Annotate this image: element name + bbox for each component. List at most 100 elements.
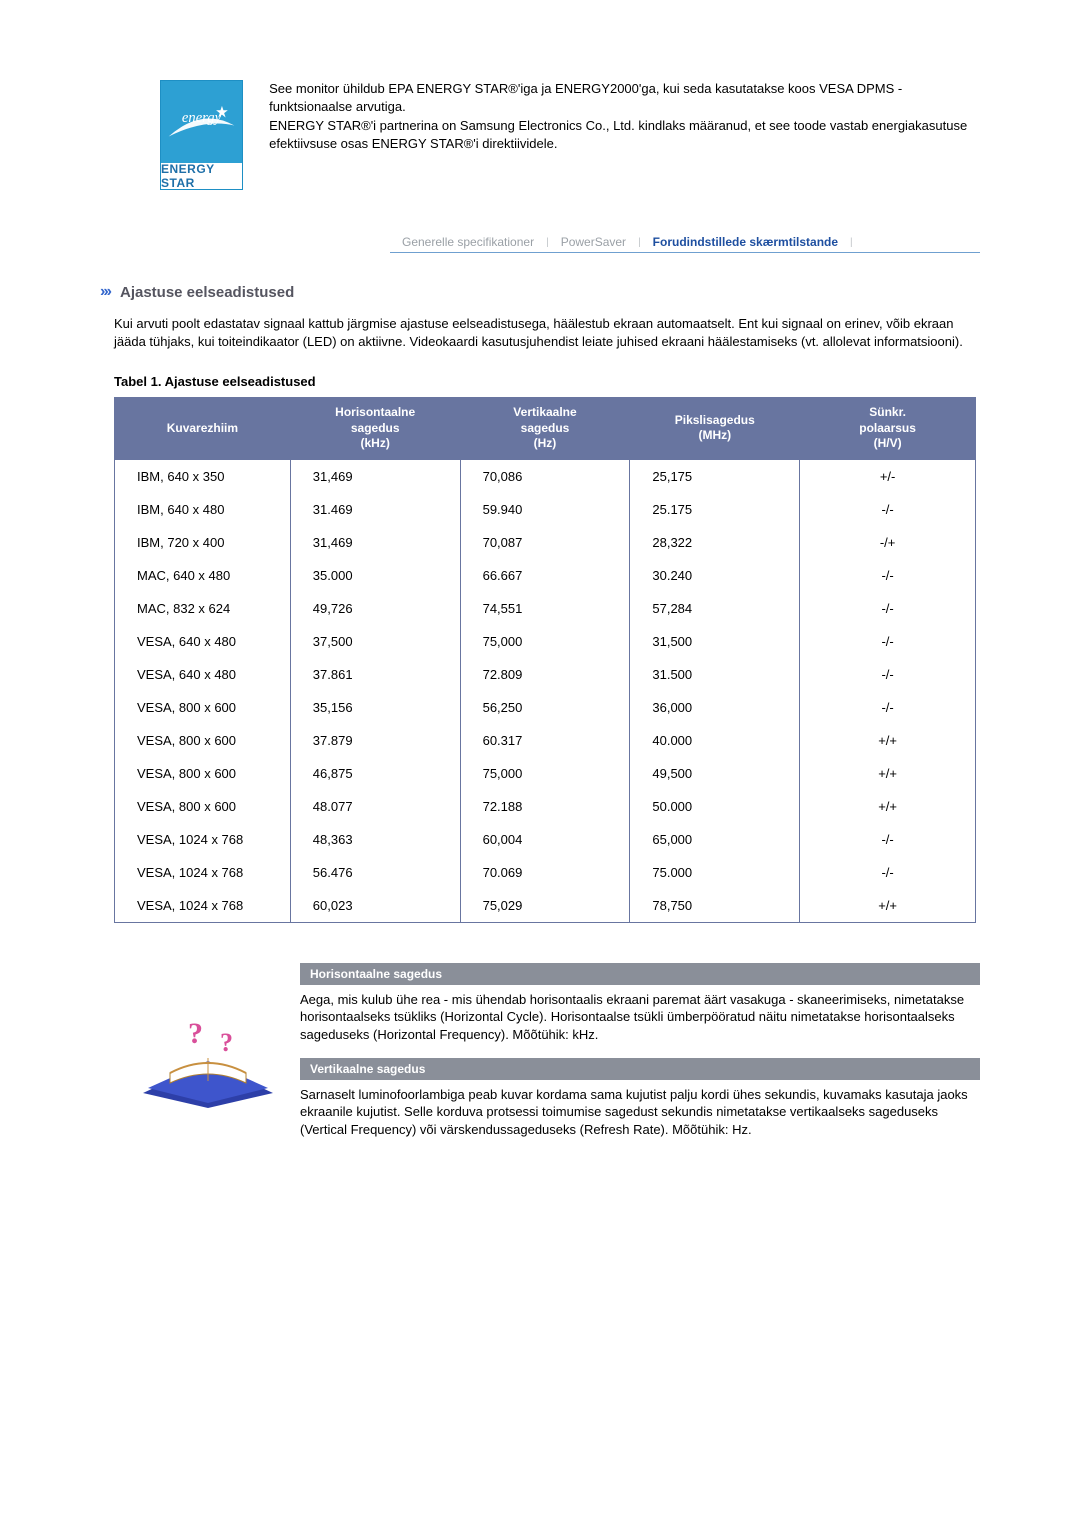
table-cell: 31,469 bbox=[290, 460, 460, 493]
table-row: IBM, 640 x 35031,46970,08625,175+/- bbox=[115, 460, 976, 493]
energy-star-swoosh-icon: energy bbox=[165, 85, 238, 159]
table-cell: 72.188 bbox=[460, 790, 630, 823]
table-cell: -/- bbox=[800, 559, 976, 592]
definition-body-horizontal: Aega, mis kulub ühe rea - mis ühendab ho… bbox=[300, 991, 980, 1044]
table-cell: VESA, 640 x 480 bbox=[115, 625, 291, 658]
table-cell: 75,000 bbox=[460, 625, 630, 658]
table-cell: 70,086 bbox=[460, 460, 630, 493]
table-cell: -/- bbox=[800, 658, 976, 691]
table-row: VESA, 1024 x 76856.47670.06975.000-/- bbox=[115, 856, 976, 889]
book-question-icon: ? ? bbox=[138, 1003, 278, 1113]
table-cell: 28,322 bbox=[630, 526, 800, 559]
timing-preset-table: Kuvarezhiim Horisontaalnesagedus(kHz) Ve… bbox=[114, 397, 976, 923]
tab-powersaver[interactable]: PowerSaver bbox=[549, 232, 638, 252]
table-cell: VESA, 1024 x 768 bbox=[115, 856, 291, 889]
table-header-row: Kuvarezhiim Horisontaalnesagedus(kHz) Ve… bbox=[115, 397, 976, 460]
intro-para-1: See monitor ühildub EPA ENERGY STAR®'iga… bbox=[269, 80, 980, 115]
table-cell: 74,551 bbox=[460, 592, 630, 625]
svg-text:energy: energy bbox=[182, 110, 222, 126]
table-cell: +/+ bbox=[800, 790, 976, 823]
energy-star-logo: energy ENERGY STAR bbox=[160, 80, 243, 190]
table-cell: 31.469 bbox=[290, 493, 460, 526]
table-cell: -/- bbox=[800, 592, 976, 625]
table-cell: +/+ bbox=[800, 889, 976, 923]
table-row: VESA, 800 x 60037.87960.31740.000+/+ bbox=[115, 724, 976, 757]
table-row: MAC, 640 x 48035.00066.66730.240-/- bbox=[115, 559, 976, 592]
tab-general-spec[interactable]: Generelle specifikationer bbox=[390, 232, 546, 252]
table-cell: 48.077 bbox=[290, 790, 460, 823]
table-cell: IBM, 720 x 400 bbox=[115, 526, 291, 559]
table-cell: 48,363 bbox=[290, 823, 460, 856]
table-cell: 60.317 bbox=[460, 724, 630, 757]
table-cell: VESA, 800 x 600 bbox=[115, 724, 291, 757]
intro-para-2: ENERGY STAR®'i partnerina on Samsung Ele… bbox=[269, 117, 980, 152]
table-cell: -/- bbox=[800, 493, 976, 526]
table-cell: 31,469 bbox=[290, 526, 460, 559]
table-cell: 25.175 bbox=[630, 493, 800, 526]
table-cell: 25,175 bbox=[630, 460, 800, 493]
tab-separator: | bbox=[850, 237, 853, 252]
definitions-block: ? ? Horisontaalne sagedus Aega, mis kulu… bbox=[138, 963, 980, 1152]
table-cell: 56.476 bbox=[290, 856, 460, 889]
table-cell: 36,000 bbox=[630, 691, 800, 724]
svg-text:?: ? bbox=[220, 1028, 233, 1057]
table-cell: 78,750 bbox=[630, 889, 800, 923]
table-cell: VESA, 800 x 600 bbox=[115, 757, 291, 790]
table-cell: 65,000 bbox=[630, 823, 800, 856]
table-cell: 75,029 bbox=[460, 889, 630, 923]
table-cell: -/- bbox=[800, 856, 976, 889]
table-row: VESA, 1024 x 76848,36360,00465,000-/- bbox=[115, 823, 976, 856]
table-cell: 37,500 bbox=[290, 625, 460, 658]
table-cell: 40.000 bbox=[630, 724, 800, 757]
table-row: VESA, 800 x 60035,15656,25036,000-/- bbox=[115, 691, 976, 724]
col-horizontal-freq: Horisontaalnesagedus(kHz) bbox=[290, 397, 460, 460]
section-title: Ajastuse eelseadistused bbox=[120, 284, 294, 301]
table-cell: 66.667 bbox=[460, 559, 630, 592]
table-cell: 75.000 bbox=[630, 856, 800, 889]
section-description: Kui arvuti poolt edastatav signaal kattu… bbox=[114, 315, 980, 350]
table-row: VESA, 640 x 48037,50075,00031,500-/- bbox=[115, 625, 976, 658]
table-cell: MAC, 640 x 480 bbox=[115, 559, 291, 592]
table-cell: VESA, 800 x 600 bbox=[115, 691, 291, 724]
table-cell: 30.240 bbox=[630, 559, 800, 592]
energy-star-label: ENERGY STAR bbox=[161, 163, 242, 189]
table-cell: MAC, 832 x 624 bbox=[115, 592, 291, 625]
table-cell: 70,087 bbox=[460, 526, 630, 559]
tab-nav: Generelle specifikationer | PowerSaver |… bbox=[390, 230, 980, 253]
table-cell: VESA, 800 x 600 bbox=[115, 790, 291, 823]
table-cell: 56,250 bbox=[460, 691, 630, 724]
table-cell: +/+ bbox=[800, 757, 976, 790]
table-cell: IBM, 640 x 350 bbox=[115, 460, 291, 493]
chevron-icon: ››› bbox=[100, 283, 110, 301]
table-cell: 49,726 bbox=[290, 592, 460, 625]
table-cell: 46,875 bbox=[290, 757, 460, 790]
table-cell: 70.069 bbox=[460, 856, 630, 889]
table-cell: 31,500 bbox=[630, 625, 800, 658]
table-row: IBM, 720 x 40031,46970,08728,322-/+ bbox=[115, 526, 976, 559]
table-cell: VESA, 1024 x 768 bbox=[115, 823, 291, 856]
table-row: VESA, 800 x 60048.07772.18850.000+/+ bbox=[115, 790, 976, 823]
table-cell: 49,500 bbox=[630, 757, 800, 790]
table-caption: Tabel 1. Ajastuse eelseadistused bbox=[114, 374, 980, 389]
table-cell: IBM, 640 x 480 bbox=[115, 493, 291, 526]
table-cell: -/- bbox=[800, 691, 976, 724]
table-cell: -/+ bbox=[800, 526, 976, 559]
table-cell: VESA, 640 x 480 bbox=[115, 658, 291, 691]
table-row: MAC, 832 x 62449,72674,55157,284-/- bbox=[115, 592, 976, 625]
svg-text:?: ? bbox=[188, 1017, 203, 1050]
definition-header-vertical: Vertikaalne sagedus bbox=[300, 1058, 980, 1080]
definition-header-horizontal: Horisontaalne sagedus bbox=[300, 963, 980, 985]
table-cell: 37.861 bbox=[290, 658, 460, 691]
table-cell: 75,000 bbox=[460, 757, 630, 790]
table-cell: 37.879 bbox=[290, 724, 460, 757]
table-cell: -/- bbox=[800, 823, 976, 856]
col-sync-polarity: Sünkr.polaarsus(H/V) bbox=[800, 397, 976, 460]
tab-preset-modes[interactable]: Forudindstillede skærmtilstande bbox=[641, 232, 850, 252]
definition-body-vertical: Sarnaselt luminofoorlambiga peab kuvar k… bbox=[300, 1086, 980, 1139]
table-row: VESA, 1024 x 76860,02375,02978,750+/+ bbox=[115, 889, 976, 923]
table-cell: 35,156 bbox=[290, 691, 460, 724]
table-cell: VESA, 1024 x 768 bbox=[115, 889, 291, 923]
col-display-mode: Kuvarezhiim bbox=[115, 397, 291, 460]
col-pixel-clock: Pikslisagedus(MHz) bbox=[630, 397, 800, 460]
intro-block: energy ENERGY STAR See monitor ühildub E… bbox=[160, 80, 980, 190]
